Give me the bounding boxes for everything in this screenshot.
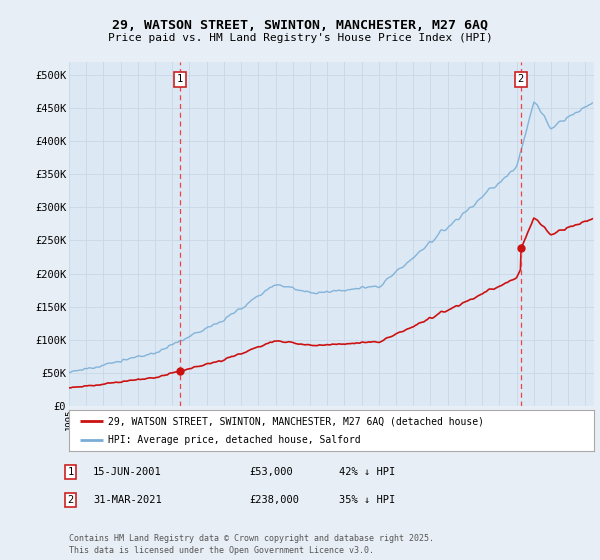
Text: 42% ↓ HPI: 42% ↓ HPI [339, 467, 395, 477]
Text: 29, WATSON STREET, SWINTON, MANCHESTER, M27 6AQ: 29, WATSON STREET, SWINTON, MANCHESTER, … [112, 18, 488, 32]
Text: Price paid vs. HM Land Registry's House Price Index (HPI): Price paid vs. HM Land Registry's House … [107, 33, 493, 43]
Text: 31-MAR-2021: 31-MAR-2021 [93, 495, 162, 505]
Text: £53,000: £53,000 [249, 467, 293, 477]
Text: 2: 2 [518, 74, 524, 85]
Text: £238,000: £238,000 [249, 495, 299, 505]
Text: 15-JUN-2001: 15-JUN-2001 [93, 467, 162, 477]
Text: HPI: Average price, detached house, Salford: HPI: Average price, detached house, Salf… [109, 435, 361, 445]
Text: 1: 1 [177, 74, 183, 85]
Text: 2: 2 [68, 495, 74, 505]
Text: 29, WATSON STREET, SWINTON, MANCHESTER, M27 6AQ (detached house): 29, WATSON STREET, SWINTON, MANCHESTER, … [109, 417, 484, 426]
Text: Contains HM Land Registry data © Crown copyright and database right 2025.
This d: Contains HM Land Registry data © Crown c… [69, 534, 434, 555]
Text: 1: 1 [68, 467, 74, 477]
Text: 35% ↓ HPI: 35% ↓ HPI [339, 495, 395, 505]
